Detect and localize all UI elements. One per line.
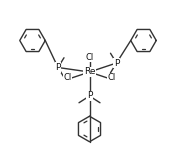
Text: Cl: Cl <box>85 52 94 62</box>
Text: P: P <box>114 58 119 68</box>
Text: P: P <box>87 92 92 100</box>
Text: Re: Re <box>84 68 95 76</box>
Text: P: P <box>55 63 61 72</box>
Text: Cl: Cl <box>108 74 116 82</box>
Text: Cl: Cl <box>63 74 71 82</box>
